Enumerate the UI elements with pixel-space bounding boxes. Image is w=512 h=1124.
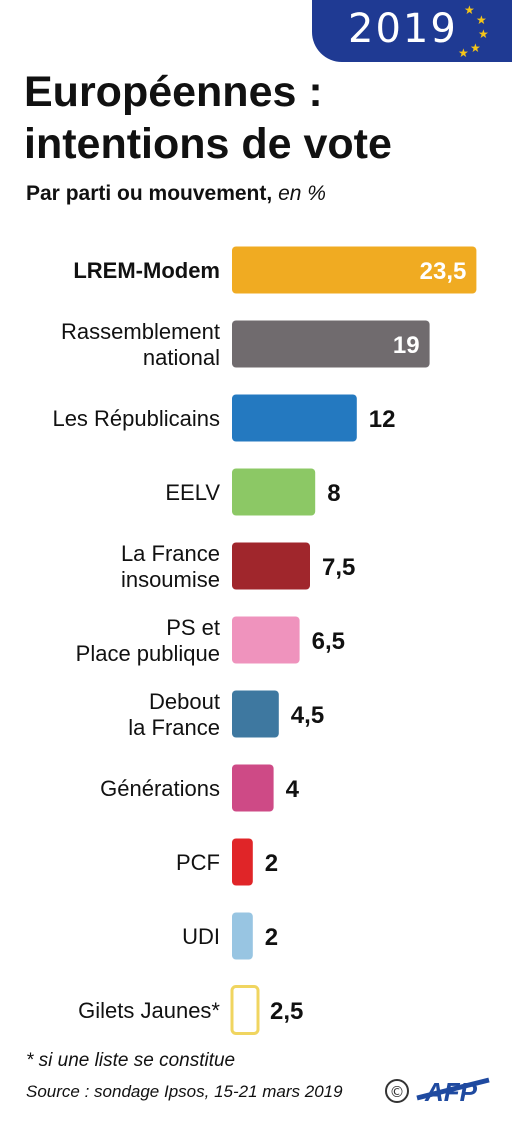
chart-subtitle: Par parti ou mouvement, en %: [26, 182, 326, 206]
category-label: Rassemblement national: [61, 319, 220, 370]
bar: [232, 542, 310, 590]
eu-star-icon: ★: [464, 3, 475, 17]
eu-star-icon: ★: [476, 13, 487, 27]
value-label: 19: [393, 332, 420, 359]
value-label: 2: [265, 924, 278, 951]
year-label: 2019: [348, 6, 458, 52]
eu-star-icon: ★: [478, 27, 489, 41]
bar: [232, 394, 357, 442]
chart-title: Européennes : intentions de vote: [24, 68, 392, 168]
category-label: La France insoumise: [121, 541, 220, 592]
year-banner: 2019 ★ ★ ★ ★ ★: [312, 0, 512, 62]
category-label: Les Républicains: [52, 406, 220, 431]
bar: [230, 985, 260, 1035]
value-label: 4: [286, 776, 300, 803]
category-label: Debout la France: [128, 689, 220, 740]
copyright-symbol: ©: [390, 1083, 405, 1101]
eu-star-icon: ★: [458, 46, 469, 60]
value-label: 23,5: [420, 258, 467, 285]
afp-wordmark: AFP: [424, 1077, 478, 1107]
bar: [232, 838, 253, 886]
category-label: EELV: [165, 480, 220, 505]
subtitle-unit: en %: [278, 182, 326, 205]
bar: [232, 320, 430, 368]
value-label: 8: [327, 480, 340, 507]
source-note: Source : sondage Ipsos, 15-21 mars 2019: [26, 1082, 343, 1101]
footnote: * si une liste se constitue: [26, 1050, 236, 1071]
value-label: 12: [369, 406, 396, 433]
category-label: UDI: [182, 924, 220, 949]
value-label: 2: [265, 850, 278, 877]
value-label: 6,5: [312, 628, 345, 655]
bar: [232, 246, 477, 294]
category-label: PCF: [176, 850, 220, 875]
category-label: LREM-Modem: [73, 258, 220, 283]
bar: [232, 616, 300, 664]
value-label: 7,5: [322, 554, 355, 581]
value-label: 2,5: [270, 998, 303, 1025]
afp-logo: © AFP: [385, 1077, 490, 1107]
bar: [232, 912, 253, 960]
category-label: Gilets Jaunes*: [78, 998, 220, 1023]
category-label: Générations: [100, 776, 220, 801]
category-label: PS et Place publique: [76, 615, 220, 666]
bar: [232, 690, 279, 738]
subtitle-main: Par parti ou mouvement,: [26, 182, 273, 205]
bar-chart: LREM-Modem 23,5 Rassemblement national 19 Les…: [52, 246, 477, 1035]
eu-star-icon: ★: [470, 41, 481, 55]
value-label: 4,5: [291, 702, 324, 729]
bar: [232, 764, 274, 812]
bar: [232, 468, 316, 516]
